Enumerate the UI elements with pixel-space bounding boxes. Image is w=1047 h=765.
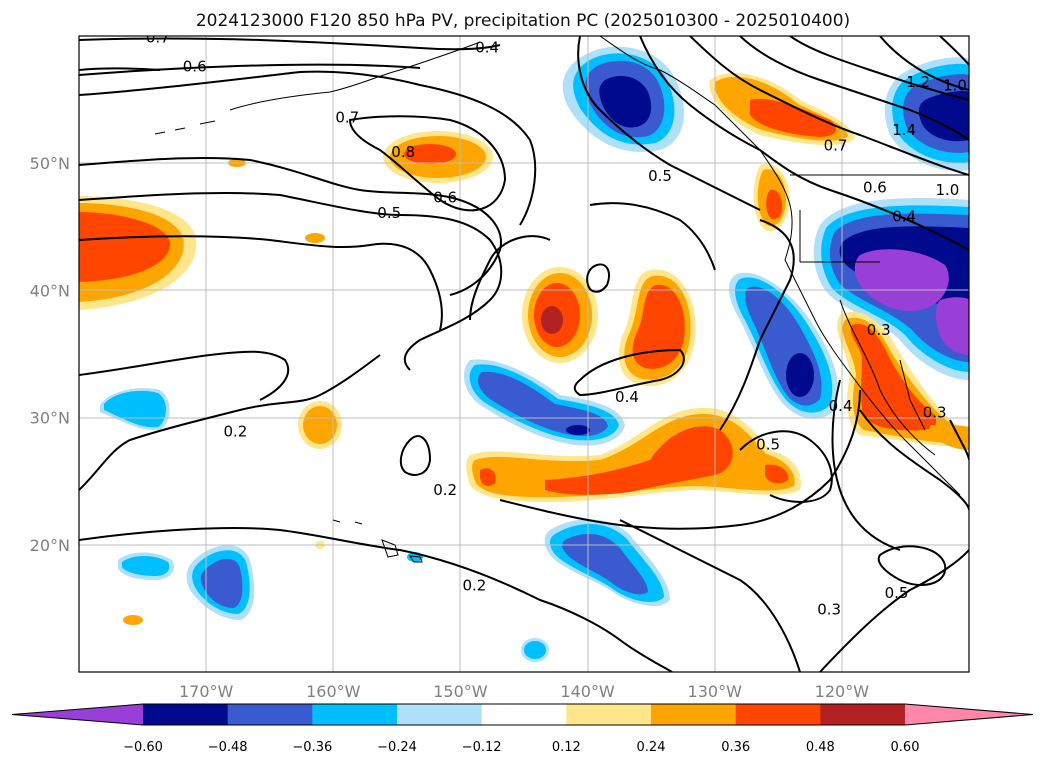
colorbar-swatch bbox=[820, 704, 906, 725]
contour-label: 0.7 bbox=[146, 28, 170, 46]
colorbar-tick-label: −0.60 bbox=[123, 740, 163, 755]
precip-negative-20n bbox=[407, 519, 670, 662]
contour-label: 1.0 bbox=[943, 77, 967, 95]
precip-positive-west bbox=[79, 196, 197, 310]
contour-label: 0.6 bbox=[863, 178, 887, 196]
map-area: 0.7 0.6 0.4 0.7 0.8 0.6 0.5 0.5 0.7 1.2 1.0 1.4 0.6 1… bbox=[79, 28, 969, 672]
precip-positive-california bbox=[836, 311, 969, 447]
precip-negative-west-us bbox=[813, 198, 969, 380]
colorbar-tick-label: 0.60 bbox=[891, 740, 920, 755]
contour-label: 0.7 bbox=[824, 136, 848, 154]
y-tick-label: 20°N bbox=[30, 536, 70, 555]
contour-label: 0.5 bbox=[648, 167, 672, 185]
y-tick-label: 50°N bbox=[30, 154, 70, 173]
precip-positive-subtropical bbox=[466, 407, 801, 503]
precip-positive-50n bbox=[228, 131, 493, 243]
y-tick-label: 40°N bbox=[30, 281, 70, 300]
colorbar-tick-label: 0.24 bbox=[637, 740, 666, 755]
latitude-ticks: 20°N 30°N 40°N 50°N bbox=[30, 154, 70, 555]
contour-label: 1.0 bbox=[935, 181, 959, 199]
contour-label: 0.2 bbox=[433, 481, 457, 499]
contour-label: 0.3 bbox=[817, 601, 841, 619]
contour-label: 0.2 bbox=[462, 577, 486, 595]
precip-negative-offshore bbox=[728, 272, 839, 419]
pv-contours bbox=[79, 36, 969, 672]
precip-positive-bc bbox=[709, 72, 855, 232]
contour-label: 0.4 bbox=[892, 208, 916, 226]
colorbar-tick-label: −0.12 bbox=[462, 740, 502, 755]
contour-label: 0.5 bbox=[756, 435, 780, 453]
x-tick-label: 170°W bbox=[179, 682, 234, 701]
colorbar-tick-label: 0.36 bbox=[721, 740, 750, 755]
x-tick-label: 160°W bbox=[306, 682, 361, 701]
colorbar-tick-label: −0.36 bbox=[292, 740, 332, 755]
colorbar-swatch bbox=[651, 704, 737, 725]
contour-label: 1.4 bbox=[892, 121, 916, 139]
colorbar-swatch bbox=[397, 704, 483, 725]
coastlines bbox=[154, 36, 969, 563]
colorbar-tick-label: 0.48 bbox=[806, 740, 835, 755]
colorbar-extend-high bbox=[905, 704, 1033, 725]
colorbar-tick-label: −0.24 bbox=[377, 740, 417, 755]
contour-label: 0.4 bbox=[475, 38, 499, 56]
contour-label: 0.5 bbox=[885, 584, 909, 602]
colorbar-tick-label: 0.12 bbox=[552, 740, 581, 755]
precip-negative-ne bbox=[884, 57, 969, 171]
precip-positive-se bbox=[930, 425, 969, 450]
x-tick-label: 150°W bbox=[433, 682, 488, 701]
colorbar-swatch bbox=[312, 704, 398, 725]
x-tick-label: 140°W bbox=[560, 682, 615, 701]
precip-negative-gulf-alaska bbox=[562, 46, 684, 152]
map-frame bbox=[78, 35, 970, 673]
contour-label: 0.7 bbox=[335, 108, 359, 126]
precip-shading bbox=[79, 46, 969, 662]
colorbar-swatch bbox=[481, 704, 567, 725]
contour-label: 0.4 bbox=[615, 388, 639, 406]
x-tick-label: 120°W bbox=[815, 682, 870, 701]
figure-title: 2024123000 F120 850 hPa PV, precipitatio… bbox=[196, 11, 850, 31]
precip-negative-central bbox=[464, 359, 625, 446]
colorbar-outline bbox=[11, 703, 1034, 726]
contour-label: 0.5 bbox=[377, 204, 401, 222]
x-tick-label: 130°W bbox=[688, 682, 743, 701]
colorbar-swatch bbox=[735, 704, 821, 725]
contour-label: 0.2 bbox=[223, 423, 247, 441]
contour-label: 0.8 bbox=[391, 143, 415, 161]
contour-label: 0.6 bbox=[433, 189, 457, 207]
contour-label: 0.3 bbox=[867, 321, 891, 339]
contour-label: 1.2 bbox=[906, 73, 930, 91]
pv-contour-labels: 0.7 0.6 0.4 0.7 0.8 0.6 0.5 0.5 0.7 1.2 1.0 1.4 0.6 1… bbox=[146, 28, 967, 619]
colorbar-swatch bbox=[227, 704, 313, 725]
colorbar-swatch bbox=[566, 704, 652, 725]
colorbar-extend-low bbox=[12, 704, 143, 725]
contour-label: 0.6 bbox=[183, 58, 207, 76]
contour-label: 0.4 bbox=[829, 397, 853, 415]
longitude-ticks: 170°W 160°W 150°W 140°W 130°W 120°W bbox=[179, 682, 869, 701]
colorbar-swatch bbox=[143, 704, 229, 725]
colorbar: −0.60 −0.48 −0.36 −0.24 −0.12 0.12 0.24 0.36 0.4… bbox=[11, 703, 1034, 755]
colorbar-tick-label: −0.48 bbox=[208, 740, 248, 755]
y-tick-label: 30°N bbox=[30, 409, 70, 428]
contour-label: 0.3 bbox=[923, 404, 947, 422]
